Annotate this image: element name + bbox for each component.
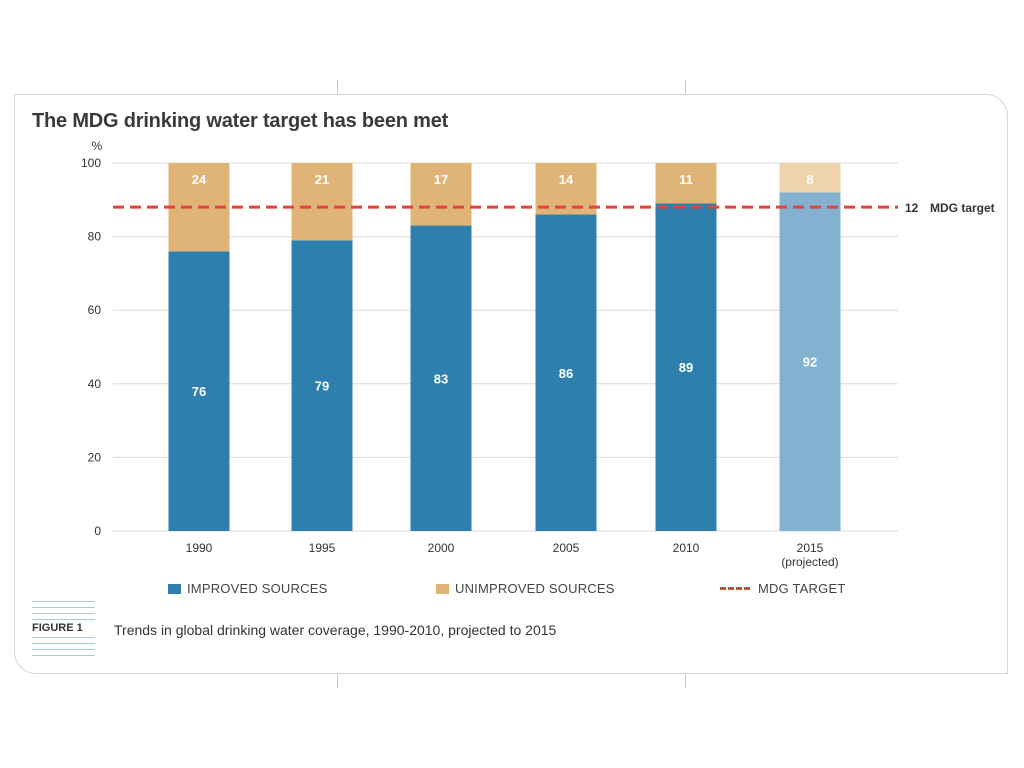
data-label-improved: 79 — [315, 379, 329, 394]
gridlines — [113, 162, 898, 532]
y-axis-unit: % — [92, 139, 103, 153]
bar-improved — [168, 251, 230, 531]
figure-caption: Trends in global drinking water coverage… — [114, 622, 557, 638]
y-tick-label: 80 — [88, 230, 102, 244]
data-label-unimproved: 17 — [434, 172, 448, 187]
data-label-improved: 86 — [559, 366, 573, 381]
bar-improved — [410, 225, 472, 531]
legend-label-improved: IMPROVED SOURCES — [187, 581, 328, 596]
target-line-group: 12 MDG target — [113, 201, 995, 215]
data-label-unimproved: 14 — [559, 172, 574, 187]
bars — [168, 163, 841, 532]
legend-swatch-unimproved — [436, 583, 449, 594]
chart-title: The MDG drinking water target has been m… — [32, 110, 449, 132]
data-label-unimproved: 8 — [806, 172, 813, 187]
legend-swatch-target — [720, 587, 750, 590]
data-label-improved: 83 — [434, 371, 448, 386]
data-label-unimproved: 21 — [315, 172, 329, 187]
legend-item-improved: IMPROVED SOURCES — [168, 581, 327, 596]
y-tick-label: 20 — [88, 450, 102, 464]
target-annotation-label: MDG target — [930, 201, 995, 215]
x-tick-label: 2015 — [797, 541, 824, 555]
bar-unimproved — [410, 163, 472, 226]
bar-improved — [535, 214, 597, 531]
y-tick-label: 40 — [88, 377, 102, 391]
figure-label: FIGURE 1 — [32, 620, 95, 636]
data-label-improved: 92 — [803, 355, 817, 370]
bar-unimproved — [779, 163, 841, 193]
crop-mark — [685, 674, 686, 688]
y-tick-label: 60 — [88, 303, 102, 317]
x-tick-label: 2005 — [553, 541, 580, 555]
target-annotation-number: 12 — [905, 201, 919, 215]
legend-label-target: MDG TARGET — [758, 581, 846, 596]
legend-label-unimproved: UNIMPROVED SOURCES — [455, 581, 615, 596]
legend-swatch-improved — [168, 583, 181, 594]
data-label-unimproved: 11 — [679, 172, 693, 187]
crop-mark — [337, 674, 338, 688]
legend-item-mdg-target: MDG TARGET — [720, 581, 845, 596]
y-tick-label: 0 — [94, 524, 101, 538]
y-tick-label: 100 — [81, 156, 101, 170]
crop-mark — [685, 80, 686, 94]
x-tick-label: 2010 — [673, 541, 700, 555]
bar-improved — [291, 240, 353, 531]
data-label-improved: 89 — [679, 360, 693, 375]
data-label-unimproved: 24 — [192, 172, 207, 187]
x-tick-label: 1995 — [309, 541, 336, 555]
crop-mark — [337, 80, 338, 94]
bar-unimproved — [655, 163, 717, 204]
labels: % 0 20 40 60 80 100 76 24 1990 79 21 1995 83 17 2000 86 1… — [81, 139, 839, 569]
x-tick-label: (projected) — [781, 555, 838, 569]
x-tick-label: 2000 — [428, 541, 455, 555]
bar-improved — [779, 192, 841, 531]
data-label-improved: 76 — [192, 384, 206, 399]
bar-unimproved — [291, 163, 353, 241]
legend-item-unimproved: UNIMPROVED SOURCES — [436, 581, 615, 596]
bar-improved — [655, 203, 717, 532]
x-tick-label: 1990 — [186, 541, 213, 555]
legend: IMPROVED SOURCES UNIMPROVED SOURCES MDG … — [0, 581, 1024, 597]
